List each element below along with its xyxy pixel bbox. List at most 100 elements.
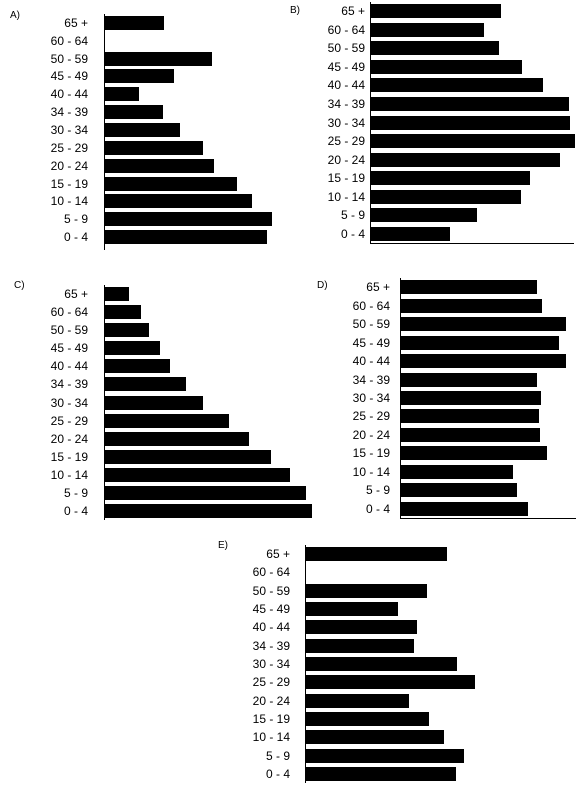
panel-c-bar (104, 359, 170, 374)
panel-e-age-label: 25 - 29 (252, 675, 290, 690)
panel-a-age-label: 5 - 9 (63, 212, 88, 227)
panel-e-age-label: 50 - 59 (252, 583, 290, 598)
panel-d-bar (400, 427, 540, 442)
panel-a-age-label: 60 - 64 (50, 33, 88, 48)
panel-a-age-label: 45 - 49 (50, 69, 88, 84)
panel-c-age-label: 60 - 64 (50, 305, 88, 320)
panel-c-age-label: 40 - 44 (50, 359, 88, 374)
panel-d-age-label: 34 - 39 (352, 372, 390, 387)
panel-b-age-label: 40 - 44 (327, 78, 365, 93)
panel-b-age-label: 0 - 4 (340, 226, 365, 241)
panel-b-age-label: 30 - 34 (327, 115, 365, 130)
panel-c-age-label: 45 - 49 (50, 341, 88, 356)
panel-b-age-label: 20 - 24 (327, 152, 365, 167)
panel-a-bar (104, 176, 237, 191)
panel-e-bar (305, 657, 457, 671)
panel-a-bar (104, 15, 164, 30)
panel-a-bar (104, 51, 212, 66)
panel-d-bar (400, 464, 513, 479)
panel-c-bar (104, 287, 129, 302)
panel-b-bar (370, 226, 450, 241)
panel-b-age-label: 10 - 14 (327, 189, 365, 204)
panel-c-age-label: 25 - 29 (50, 413, 88, 428)
panel-e-age-label: 10 - 14 (252, 730, 290, 745)
panel-d-bar (400, 372, 537, 387)
panel-d-bar (400, 391, 541, 405)
panel-e-age-label: 15 - 19 (252, 711, 290, 726)
panel-d-age-label: 0 - 4 (365, 501, 390, 516)
panel-a-bar (104, 105, 163, 120)
panel-c-age-label: 15 - 19 (50, 449, 88, 464)
panel-c-age-label: 20 - 24 (50, 431, 88, 446)
panel-b-bar (370, 189, 521, 204)
panel-b-bar (370, 59, 522, 74)
panel-b-bar (370, 134, 575, 149)
panel-d-bar (400, 298, 542, 313)
panel-d-baseline (400, 518, 576, 519)
panel-c-age-label: 10 - 14 (50, 467, 88, 482)
panel-b-age-label: 65 + (341, 4, 365, 19)
panel-b-age-label: 15 - 19 (327, 171, 365, 186)
panel-d-bar (400, 335, 559, 350)
panel-e-age-label: 5 - 9 (265, 748, 290, 763)
panel-e-bar (305, 602, 398, 617)
panel-c-bar (104, 395, 203, 410)
panel-a-age-label: 0 - 4 (63, 230, 88, 245)
panel-e-age-label: 60 - 64 (252, 565, 290, 580)
panel-a-age-label: 20 - 24 (50, 158, 88, 173)
panel-d-bar (400, 446, 547, 461)
panel-a-age-label: 40 - 44 (50, 87, 88, 102)
panel-b-label: B) (290, 5, 300, 16)
panel-a-bar (104, 87, 139, 102)
panel-e-bar (305, 547, 447, 562)
panel-d-age-label: 50 - 59 (352, 317, 390, 332)
panel-a-age-label: 30 - 34 (50, 123, 88, 137)
panel-b-bar (370, 78, 543, 93)
panel-b-baseline (370, 243, 574, 244)
panel-b-age-label: 5 - 9 (340, 208, 365, 223)
panel-c-age-label: 30 - 34 (50, 395, 88, 410)
panel-d-bar (400, 409, 539, 424)
panel-d-bar (400, 354, 566, 369)
panel-a-age-label: 34 - 39 (50, 105, 88, 120)
panel-b-bar (370, 171, 530, 186)
panel-c-age-label: 34 - 39 (50, 377, 88, 392)
panel-c-bar (104, 503, 312, 518)
panel-c-bar (104, 377, 186, 392)
panel-d-age-label: 20 - 24 (352, 427, 390, 442)
panel-b-bar (370, 96, 569, 111)
panel-d-age-label: 25 - 29 (352, 409, 390, 424)
panel-e-age-label: 30 - 34 (252, 657, 290, 671)
panel-c-bar (104, 305, 141, 320)
panel-d-age-label: 65 + (366, 280, 390, 295)
panel-c-age-label: 0 - 4 (63, 503, 88, 518)
panel-e-age-label: 40 - 44 (252, 620, 290, 635)
panel-b-bar (370, 4, 501, 19)
panel-b-age-label: 45 - 49 (327, 59, 365, 74)
panel-d-age-label: 5 - 9 (365, 483, 390, 498)
panel-e-age-label: 34 - 39 (252, 638, 290, 653)
panel-d-bar (400, 280, 537, 295)
panel-b-bar (370, 152, 560, 167)
panel-e-bar (305, 583, 427, 598)
panel-a-age-label: 10 - 14 (50, 194, 88, 209)
panel-e-bar (305, 748, 464, 763)
panel-e-bar (305, 638, 414, 653)
panel-d-age-label: 30 - 34 (352, 391, 390, 405)
panel-e-age-label: 20 - 24 (252, 693, 290, 708)
panel-d-bar (400, 501, 528, 516)
panel-b-bar (370, 115, 570, 130)
panel-d-bar (400, 483, 517, 498)
panel-e-label: E) (218, 540, 228, 551)
panel-a-bar (104, 194, 252, 209)
panel-b-age-label: 25 - 29 (327, 134, 365, 149)
panel-c-bar (104, 341, 160, 356)
panel-d-age-label: 15 - 19 (352, 446, 390, 461)
panel-d-bar (400, 317, 566, 332)
panel-a-bar (104, 158, 214, 173)
panel-a-label: A) (10, 10, 20, 21)
panel-e-bar (305, 620, 417, 635)
panel-c-bar (104, 413, 229, 428)
panel-e-age-label: 65 + (266, 547, 290, 562)
panel-e-bar (305, 711, 429, 726)
